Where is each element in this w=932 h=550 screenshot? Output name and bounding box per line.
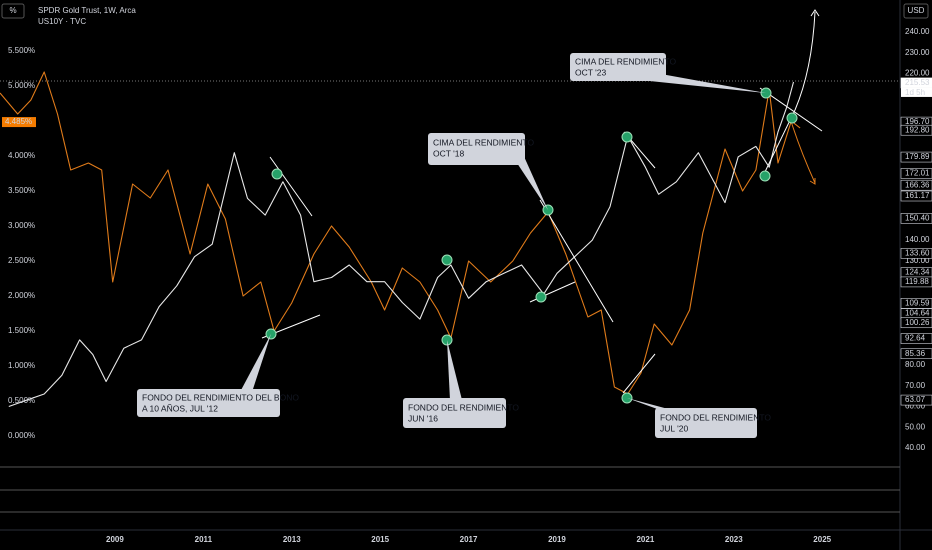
price-marker-label: 92.64: [905, 334, 926, 343]
price-marker-label: 166.36: [905, 180, 930, 189]
callout-text: JUL '20: [660, 423, 689, 433]
y-tick-label: 3.000%: [8, 221, 35, 230]
y2-tick-label: 80.00: [905, 360, 926, 369]
x-tick-label: 2009: [106, 535, 124, 544]
y2-tick-label: 140.00: [905, 235, 930, 244]
price-marker: [900, 124, 932, 136]
unit-right: USD: [908, 6, 925, 15]
x-tick-label: 2017: [460, 535, 478, 544]
y2-tick-label: 220.00: [905, 69, 930, 78]
x-tick-label: 2019: [548, 535, 566, 544]
y-tick-label: 5.000%: [8, 81, 35, 90]
callout-text: FONDO DEL RENDIMIENTO: [408, 402, 519, 412]
axes: 0.000% 0.500% 1.000% 1.500% 2.000% 2.500% 3.00…: [2, 27, 932, 544]
callout-text: OCT '23: [575, 67, 607, 77]
price-marker-label: 109.59: [905, 298, 930, 307]
unit-box[interactable]: [903, 3, 929, 19]
price-marker-label: 104.64: [905, 309, 930, 318]
price-marker: [900, 168, 932, 179]
x-tick-label: 2011: [195, 535, 213, 544]
price-marker-label: 150.40: [905, 214, 930, 223]
price-marker-label: 192.80: [905, 125, 930, 134]
y-tick-label: 3.500%: [8, 186, 35, 195]
price-marker-label: 85.36: [905, 349, 926, 358]
callout-text: JUN '16: [408, 413, 438, 423]
price-marker: [900, 179, 932, 191]
x-tick-label: 2021: [636, 535, 654, 544]
callout: CIMA DEL RENDIMIENTO OCT '23: [570, 53, 766, 93]
y2-tick-label: 60.00: [905, 402, 926, 411]
callout-text: FONDO DEL RENDIMIENTO DEL BONO: [142, 392, 299, 402]
y-tick-label: 5.500%: [8, 46, 35, 55]
price-marker: [900, 190, 932, 202]
y-tick-label: 2.500%: [8, 256, 35, 265]
price-marker: [900, 276, 932, 288]
legend-entry: SPDR Gold Trust, 1W, Arca: [38, 6, 136, 15]
callout: CIMA DEL RENDIMIENTO OCT '18: [428, 133, 548, 210]
price-marker: [900, 213, 932, 224]
series-line: [8, 81, 795, 408]
y2-tick-label: 130.00: [905, 256, 930, 265]
price-marker-label: 100.26: [905, 318, 930, 327]
price-marker-label: 161.17: [905, 191, 930, 200]
callout-text: A 10 AÑOS, JUL '12: [142, 403, 218, 413]
callout: FONDO DEL RENDIMIENTO JUN '16: [403, 340, 519, 428]
callout-text: CIMA DEL RENDIMIENTO: [575, 56, 676, 66]
y-tick-label: 4.000%: [8, 151, 35, 160]
price-marker: [900, 394, 932, 406]
price-marker-label: 196.70: [905, 117, 930, 126]
y-tick-label: 1.000%: [8, 361, 35, 370]
price-marker-label: 179.89: [905, 152, 930, 161]
price-marker-label: 63.07: [905, 395, 926, 404]
countdown: 1d 5h: [905, 88, 925, 97]
pivot-markers: [265, 87, 798, 404]
x-tick-label: 2013: [283, 535, 301, 544]
unit-box[interactable]: [1, 3, 25, 19]
current-yield-marker: [2, 117, 36, 128]
x-tick-label: 2023: [725, 535, 743, 544]
price-marker-label: 124.34: [905, 268, 930, 277]
countdown-box: [901, 87, 932, 97]
y2-tick-label: 70.00: [905, 381, 926, 390]
callout-text: CIMA DEL RENDIMIENTO: [433, 137, 534, 147]
y2-tick-label: 40.00: [905, 443, 926, 452]
current-yield-label: 4.485%: [5, 117, 32, 126]
x-tick-label: 2015: [371, 535, 389, 544]
callout-text: OCT '18: [433, 148, 465, 158]
price-marker: [900, 348, 932, 360]
y-tick-label: 0.500%: [8, 396, 35, 405]
callout-text: FONDO DEL RENDIMIENTO: [660, 412, 771, 422]
callout: FONDO DEL RENDIMIENTO JUL '20: [627, 398, 771, 438]
plot-area: [0, 71, 801, 408]
price-marker: [900, 248, 932, 259]
y-tick-label: 1.500%: [8, 326, 35, 335]
series-line: [0, 71, 801, 395]
y-tick-label: 0.000%: [8, 431, 35, 440]
legend-entry: US10Y · TVC: [38, 17, 86, 26]
price-marker: [900, 151, 932, 163]
y2-tick-label: 240.00: [905, 27, 930, 36]
y-tick-label: 2.000%: [8, 291, 35, 300]
price-marker: [900, 333, 932, 344]
callout: FONDO DEL RENDIMIENTO DEL BONO A 10 AÑOS…: [137, 334, 299, 417]
y2-tick-label: 230.00: [905, 48, 930, 57]
price-marker-label: 133.60: [905, 248, 930, 257]
price-marker-label: 119.88: [905, 277, 929, 286]
y2-tick-label: 50.00: [905, 422, 926, 431]
x-tick-label: 2025: [813, 535, 831, 544]
price-marker: [900, 317, 932, 329]
unit-left: %: [9, 6, 16, 15]
price-marker-label: 172.01: [905, 169, 930, 178]
price-marker-label: 215.53: [905, 78, 930, 87]
